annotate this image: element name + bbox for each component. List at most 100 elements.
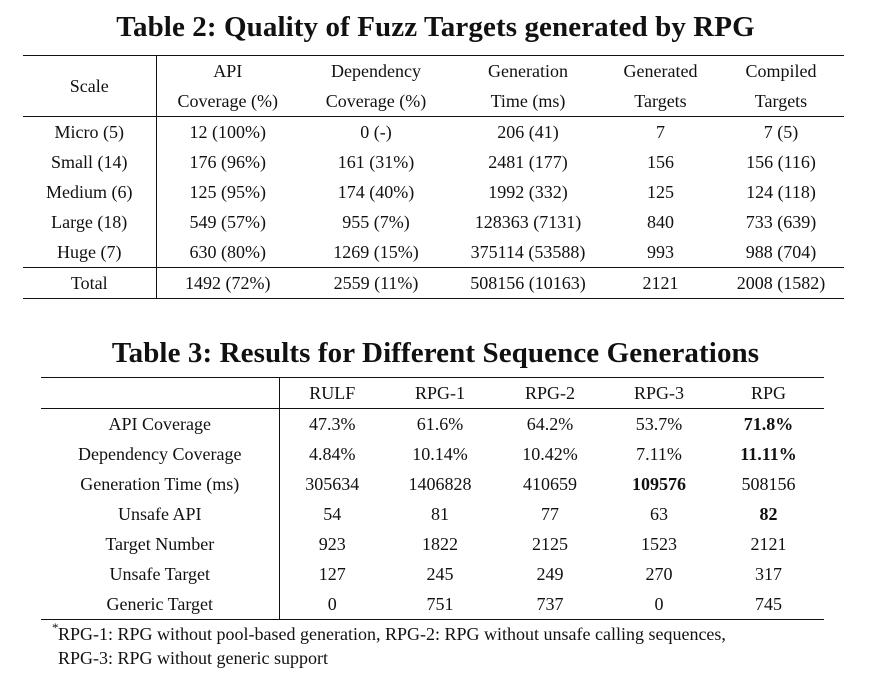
table2-cell: 12 (100%) <box>189 122 266 142</box>
table2-header-scale: Scale <box>23 55 157 117</box>
table2-header-row: Scale API Coverage (%) Dependency Coverage… <box>23 55 844 117</box>
table2-header-generated-targets: Generated Targets <box>603 55 718 117</box>
table3-row: Target Number 923 1822 2125 1523 2121 <box>41 529 824 559</box>
table3-cell: 1822 <box>422 534 458 554</box>
table2-cell: 375114 (53588) <box>470 242 586 262</box>
table3-cell: 1523 <box>641 534 677 554</box>
table2-cell: 156 (116) <box>746 152 816 172</box>
table3-header-rpg1: RPG-1 <box>385 377 495 409</box>
table2-cell: 125 (95%) <box>189 182 266 202</box>
table3-metric-label: Dependency Coverage <box>41 439 280 469</box>
table2-cell: 993 <box>647 242 674 262</box>
table2-row: Medium (6) 125 (95%) 174 (40%) 1992 (332… <box>23 177 844 207</box>
table3-header-row: RULF RPG-1 RPG-2 RPG-3 RPG <box>41 377 824 409</box>
table2-total-row: Total 1492 (72%) 2559 (11%) 508156 (1016… <box>23 267 844 299</box>
table3-cell: 10.42% <box>522 444 578 464</box>
table3-cell-best: 82 <box>759 504 778 524</box>
table3-cell: 64.2% <box>526 414 574 434</box>
table2-row: Huge (7) 630 (80%) 1269 (15%) 375114 (53… <box>23 237 844 268</box>
footnote-line-2: RPG-3: RPG without generic support <box>58 648 328 668</box>
table2-cell: 7 (5) <box>763 122 799 142</box>
table2-cell: 176 (96%) <box>189 152 266 172</box>
table3-metric-label: Target Number <box>41 529 280 559</box>
table2-cell: 161 (31%) <box>337 152 415 172</box>
table3-cell: 2121 <box>750 534 787 554</box>
table2-cell: 174 (40%) <box>337 182 415 202</box>
table3-cell: 61.6% <box>416 414 464 434</box>
table3-header-rulf: RULF <box>279 377 385 409</box>
table2-row: Large (18) 549 (57%) 955 (7%) 128363 (71… <box>23 207 844 237</box>
table3-cell: 1406828 <box>408 474 472 494</box>
table3-metric-label: Unsafe Target <box>41 559 280 589</box>
table3-row: Generation Time (ms) 305634 1406828 4106… <box>41 469 824 499</box>
table3-cell: 77 <box>541 504 559 524</box>
table3-row: Unsafe API 54 81 77 63 82 <box>41 499 824 529</box>
table3-metric-label: Generic Target <box>41 589 280 620</box>
table2-header-generation-time: Generation Time (ms) <box>453 55 603 117</box>
table2-total-cell: 2121 <box>603 267 718 299</box>
table3-header-rpg2: RPG-2 <box>495 377 605 409</box>
table3-cell: 508156 <box>741 474 796 494</box>
table2-cell: Large (18) <box>23 207 157 237</box>
table3-cell: 923 <box>318 534 346 554</box>
table3-cell: 53.7% <box>635 414 683 434</box>
table2-row: Small (14) 176 (96%) 161 (31%) 2481 (177… <box>23 147 844 177</box>
table3-row: Unsafe Target 127 245 249 270 317 <box>41 559 824 589</box>
table3-cell: 2125 <box>532 534 568 554</box>
table2-row: Micro (5) 12 (100%) 0 (-) 206 (41) 7 7 (… <box>23 116 844 147</box>
table3-cell: 81 <box>431 504 449 524</box>
table3-header-rpg3: RPG-3 <box>605 377 713 409</box>
table3-cell: 245 <box>426 564 454 584</box>
table2-total-cell: Total <box>23 267 157 299</box>
table2-header-compiled-targets: Compiled Targets <box>718 55 844 117</box>
table2-cell: 0 (-) <box>360 122 392 142</box>
table3-cell: 249 <box>536 564 564 584</box>
table3-caption: Table 3: Results for Different Sequence … <box>111 337 760 369</box>
footnote-marker: * <box>52 620 59 635</box>
table2-header-dependency-coverage: Dependency Coverage (%) <box>299 55 453 117</box>
table2-cell: 7 <box>656 122 665 142</box>
table3-cell: 54 <box>323 504 342 524</box>
table2-cell: Small (14) <box>23 147 157 177</box>
table2-cell: 206 (41) <box>497 122 559 142</box>
table3-row: API Coverage 47.3% 61.6% 64.2% 53.7% 71.… <box>41 408 824 439</box>
table3-cell: 0 <box>327 594 337 614</box>
table3-cell: 10.14% <box>412 444 468 464</box>
fuzz-target-quality-table: Scale API Coverage (%) Dependency Coverage… <box>23 55 844 299</box>
footnote-line-1: RPG-1: RPG without pool-based generation… <box>58 624 726 644</box>
table3-metric-label: Unsafe API <box>41 499 280 529</box>
table3-cell: 270 <box>645 564 673 584</box>
table2-total-cell: 2008 (1582) <box>718 267 844 299</box>
table3-cell-best: 109576 <box>632 474 686 494</box>
table2-cell: Medium (6) <box>23 177 157 207</box>
table2-cell: Micro (5) <box>23 116 157 147</box>
table3-cell: 305634 <box>305 474 360 494</box>
table2-total-cell: 508156 (10163) <box>453 267 603 299</box>
table2-cell: 1269 (15%) <box>333 242 419 262</box>
table3-metric-label: API Coverage <box>41 408 280 439</box>
table2-cell: 125 <box>647 182 674 202</box>
table3-cell: 737 <box>536 594 564 614</box>
table2-cell: 128363 (7131) <box>474 212 582 232</box>
table3-row: Generic Target 0 751 737 0 745 <box>41 589 824 620</box>
table3-cell: 317 <box>755 564 782 584</box>
table3-cell: 410659 <box>523 474 577 494</box>
table2-cell: 549 (57%) <box>189 212 266 232</box>
table3-cell: 127 <box>318 564 346 584</box>
table2-cell: 124 (118) <box>746 182 816 202</box>
table3-cell: 745 <box>755 594 782 614</box>
table3-metric-label: Generation Time (ms) <box>41 469 280 499</box>
table3-cell: 63 <box>650 504 668 524</box>
table2-header-api-coverage: API Coverage (%) <box>156 55 299 117</box>
table2-cell: 733 (639) <box>745 212 817 232</box>
table2-cell: 988 (704) <box>745 242 817 262</box>
table3-cell: 4.84% <box>309 444 356 464</box>
table3-cell: 47.3% <box>309 414 356 434</box>
table2-cell: 156 <box>647 152 674 172</box>
table2-cell: 2481 (177) <box>488 152 568 172</box>
table3-cell: 0 <box>654 594 664 614</box>
table2-total-cell: 2559 (11%) <box>299 267 453 299</box>
table2-total-cell: 1492 (72%) <box>156 267 299 299</box>
table2-cell: 1992 (332) <box>488 182 568 202</box>
table3-header-metric <box>41 377 280 409</box>
